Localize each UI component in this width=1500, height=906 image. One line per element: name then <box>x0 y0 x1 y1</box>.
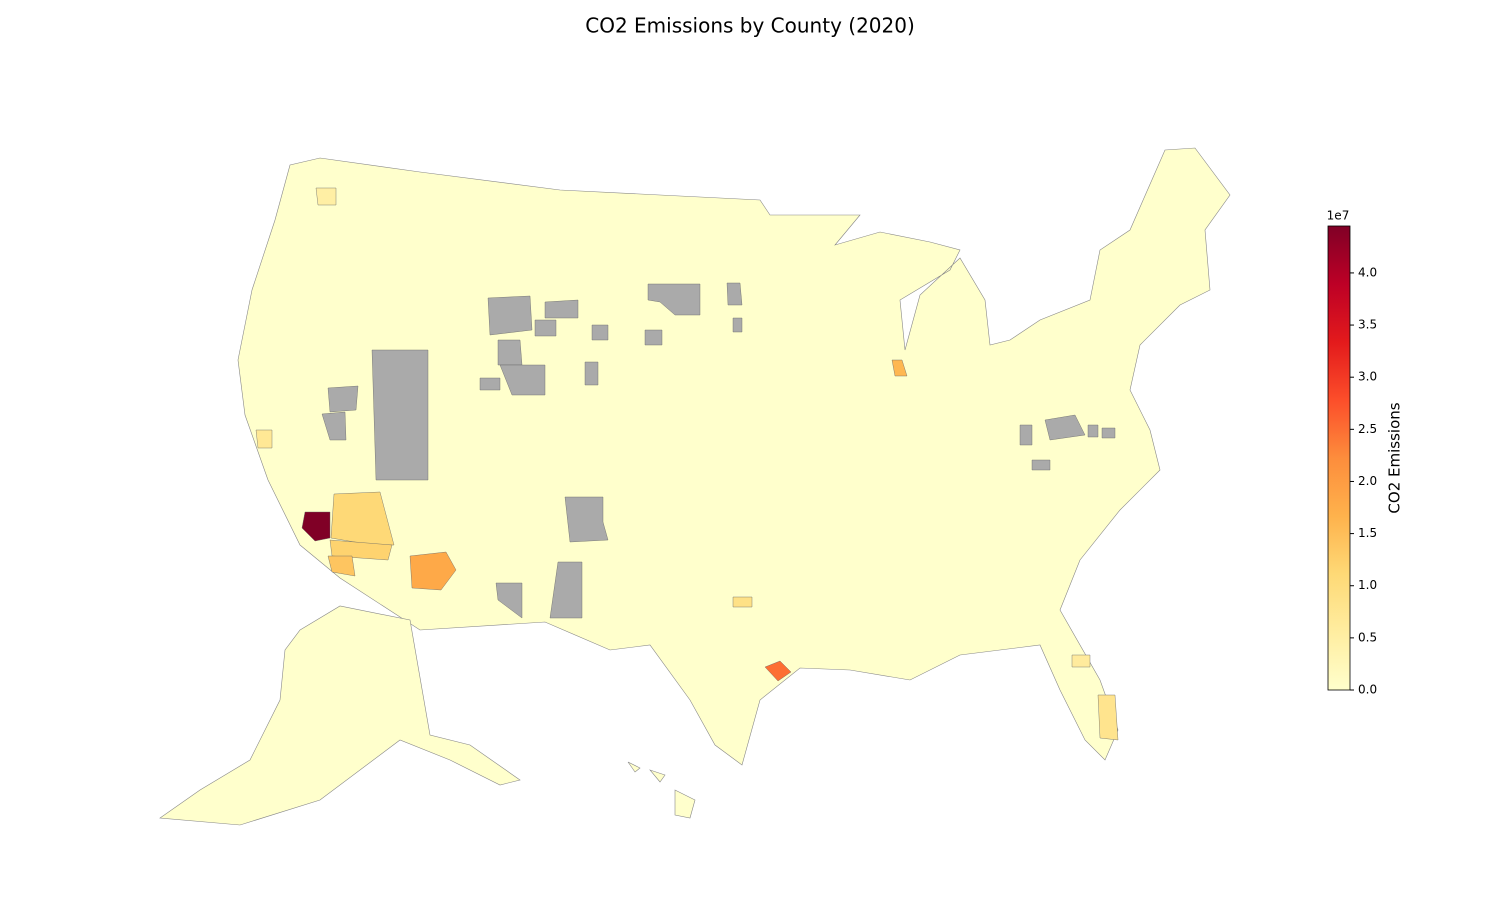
missing-county <box>499 364 546 396</box>
hawaii <box>627 761 696 819</box>
county <box>315 187 337 206</box>
colorbar-offset: 1e7 <box>1327 209 1350 223</box>
missing-county <box>1044 414 1086 441</box>
county <box>732 596 753 608</box>
missing-county <box>584 361 599 386</box>
missing-county <box>647 283 701 316</box>
colorbar-label: CO2 Emissions <box>1386 402 1404 513</box>
county <box>1071 654 1091 668</box>
missing-county <box>534 319 557 337</box>
missing-county <box>1031 459 1051 471</box>
colorbar-tick-label: 4.0 <box>1358 265 1377 279</box>
colorbar-tick-label: 3.5 <box>1358 318 1377 332</box>
base-map <box>159 147 1231 826</box>
missing-county <box>321 411 347 441</box>
missing-county <box>591 324 609 341</box>
county <box>764 660 792 682</box>
colorbar-tick-label: 3.0 <box>1358 370 1377 384</box>
county <box>255 429 273 449</box>
colorbar-tick-label: 2.0 <box>1358 474 1377 488</box>
missing-county <box>1019 424 1033 446</box>
colorbar-tick-label: 2.5 <box>1358 422 1377 436</box>
missing-county <box>564 496 609 543</box>
county <box>409 551 457 591</box>
missing-county <box>487 295 533 336</box>
colorbar-tick-label: 0.5 <box>1358 630 1377 644</box>
county <box>891 359 908 377</box>
missing-county <box>327 385 359 413</box>
missing-county <box>726 282 743 306</box>
missing-county <box>544 299 579 319</box>
missing-county <box>732 317 743 333</box>
missing-county <box>1101 427 1116 439</box>
map-title: CO2 Emissions by County (2020) <box>585 14 915 38</box>
colorbar-tick-label: 0.0 <box>1358 683 1377 697</box>
counties <box>255 187 1119 741</box>
missing-county <box>549 561 583 619</box>
county <box>1097 694 1119 741</box>
alaska <box>159 605 521 826</box>
missing-county <box>497 339 523 366</box>
conterminous-us <box>237 147 1231 766</box>
colorbar-tick-label: 1.5 <box>1358 526 1377 540</box>
colorbar-tick-label: 1.0 <box>1358 578 1377 592</box>
missing-county <box>371 349 429 481</box>
county <box>329 539 393 561</box>
county <box>327 555 356 577</box>
missing-county <box>479 377 501 391</box>
county <box>301 511 331 542</box>
missing-county <box>1087 424 1099 438</box>
missing-county <box>644 329 663 346</box>
missing-county <box>495 582 523 619</box>
colorbar <box>1327 225 1351 691</box>
